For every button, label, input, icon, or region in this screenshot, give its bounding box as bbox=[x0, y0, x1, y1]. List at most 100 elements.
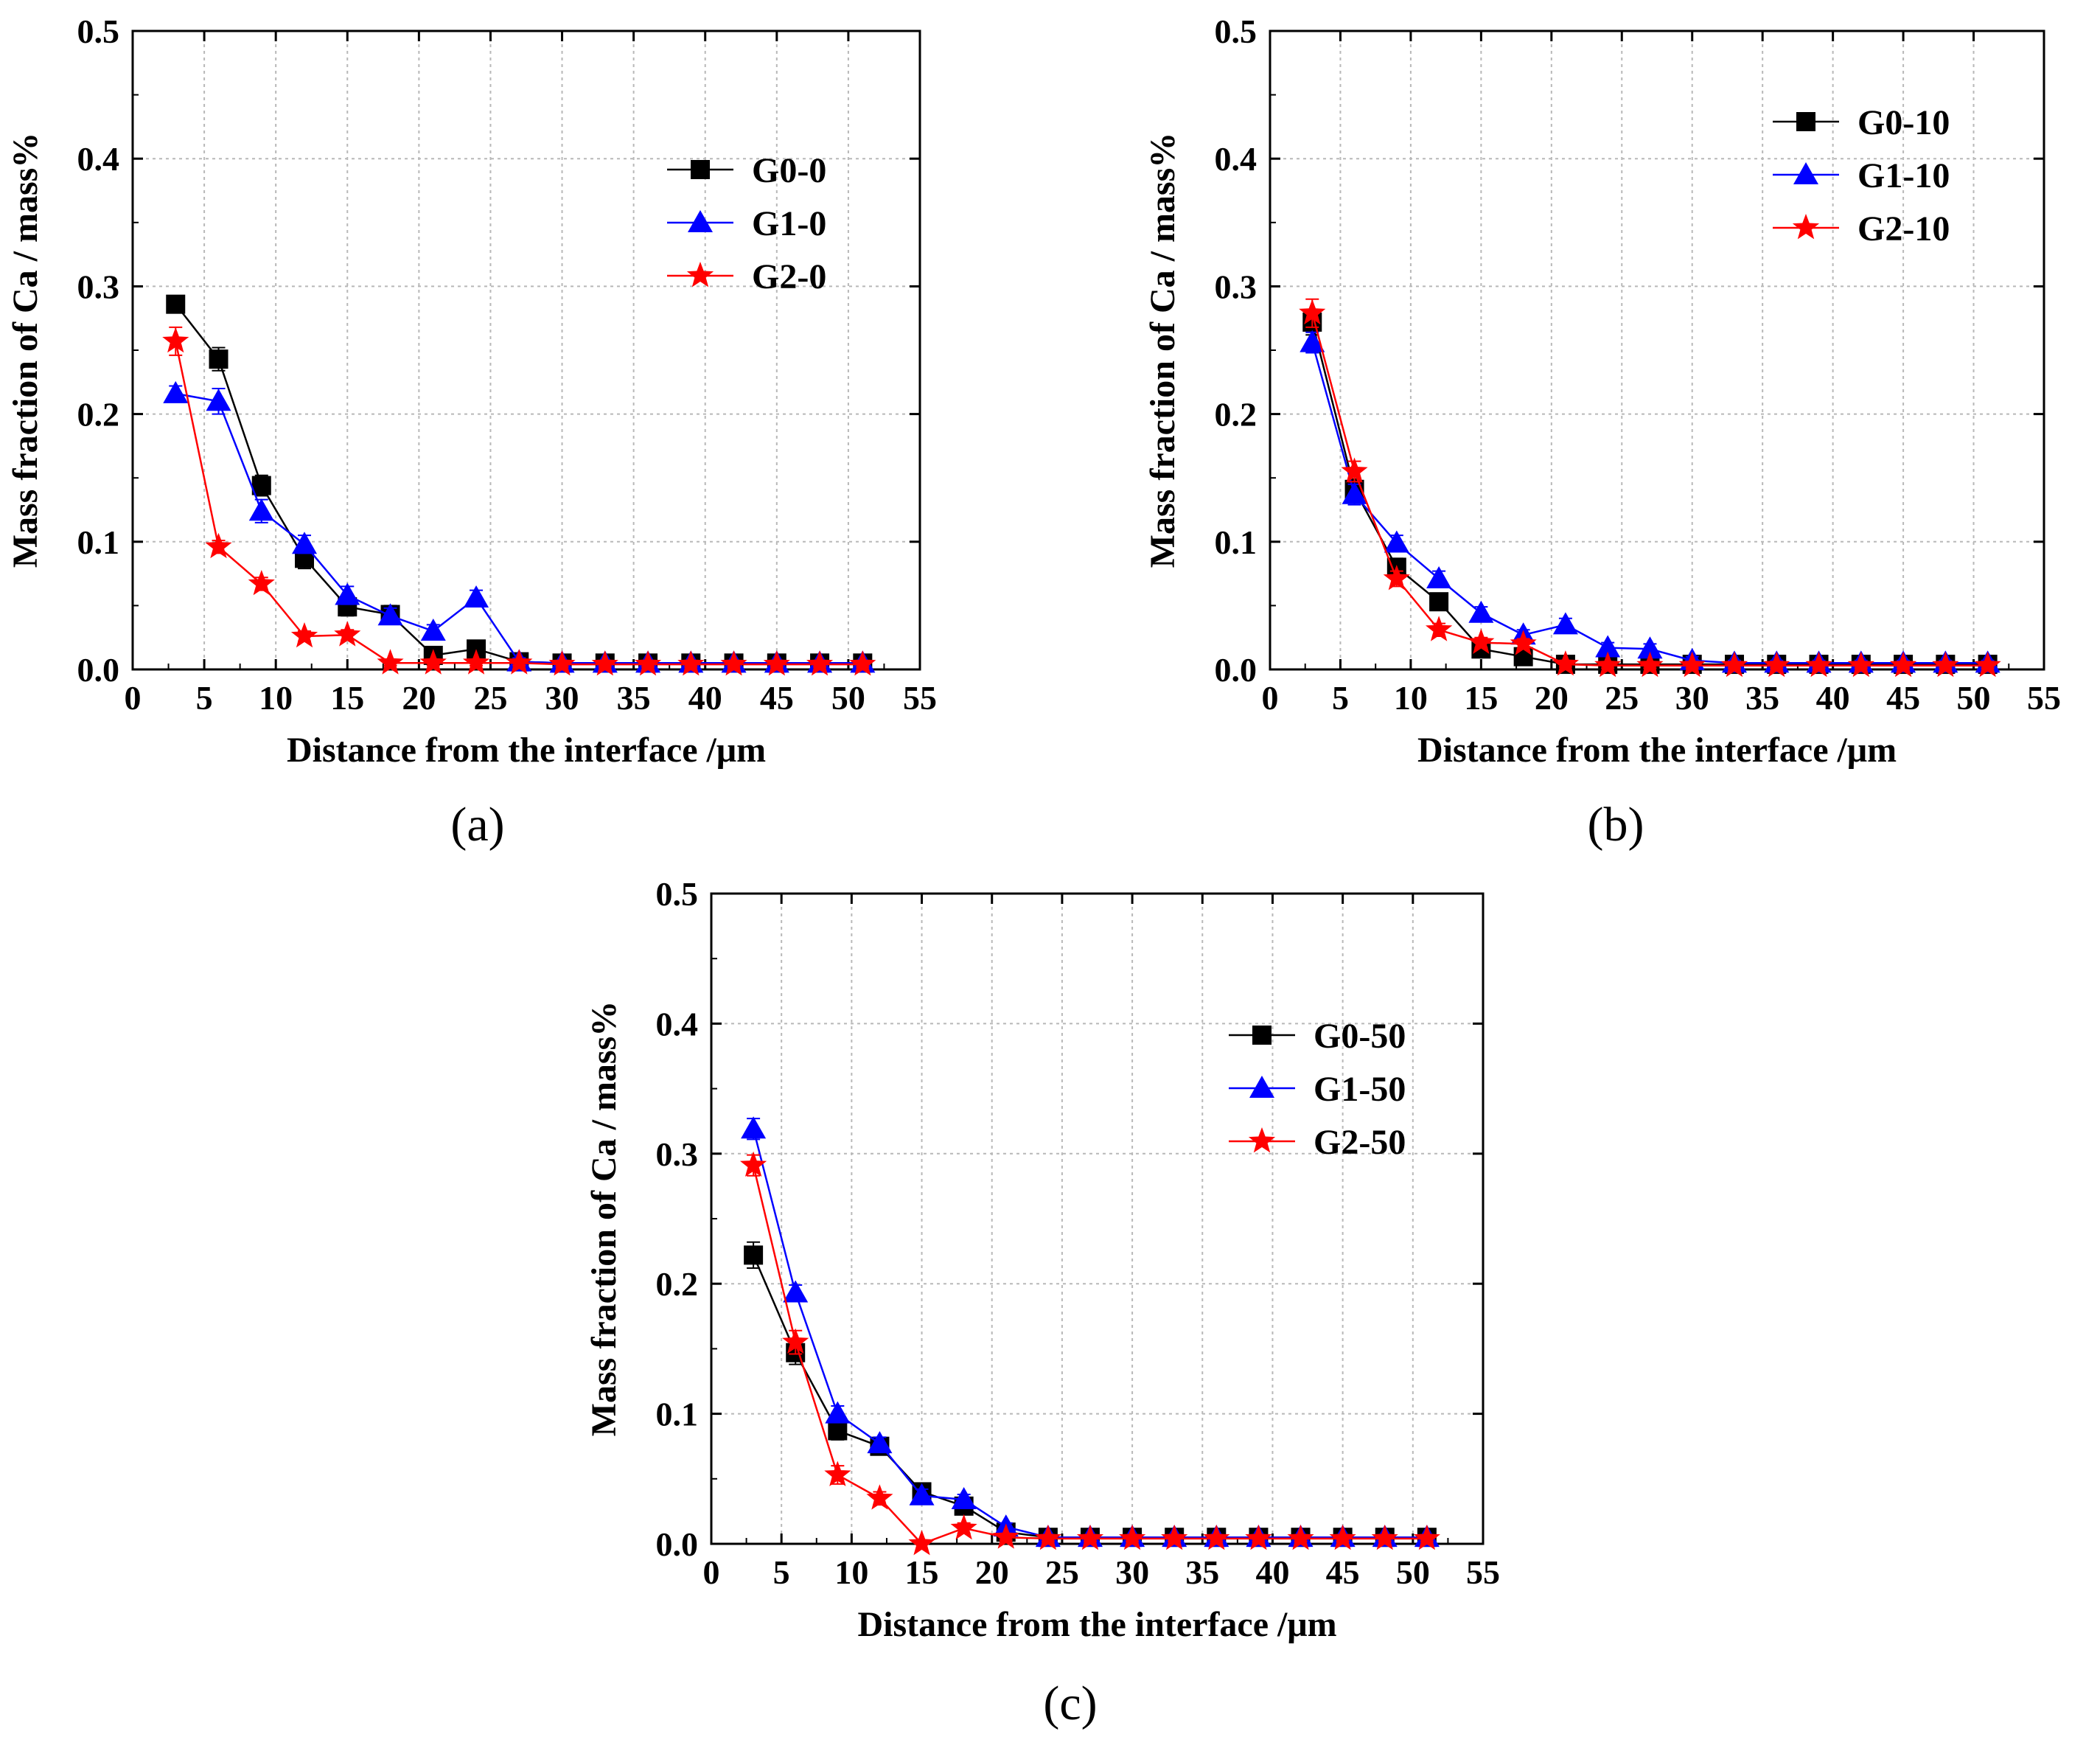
panel-label: (a) bbox=[450, 798, 504, 852]
x-tick-label: 50 bbox=[831, 679, 865, 717]
x-tick-label: 35 bbox=[1185, 1553, 1219, 1591]
legend-label: G0-0 bbox=[752, 151, 826, 190]
data-point bbox=[290, 622, 318, 648]
x-tick-label: 40 bbox=[1255, 1553, 1289, 1591]
y-tick-label: 0.2 bbox=[77, 396, 120, 434]
x-tick-label: 10 bbox=[259, 679, 293, 717]
grid bbox=[711, 894, 1483, 1544]
y-tick-label: 0.0 bbox=[77, 651, 120, 689]
data-point bbox=[1552, 650, 1579, 676]
data-point bbox=[292, 532, 318, 554]
data-point bbox=[419, 649, 447, 675]
data-point bbox=[548, 650, 576, 676]
data-point bbox=[1383, 565, 1410, 591]
x-tick-label: 15 bbox=[330, 679, 364, 717]
y-tick-label: 0.1 bbox=[77, 523, 120, 561]
data-point bbox=[1932, 651, 1959, 678]
grid bbox=[1270, 31, 2044, 669]
x-tick-label: 10 bbox=[1394, 679, 1428, 717]
x-tick-label: 0 bbox=[1262, 679, 1279, 717]
data-point bbox=[206, 389, 231, 411]
series-line bbox=[752, 1165, 1427, 1545]
legend-marker bbox=[1793, 162, 1818, 184]
x-tick-label: 25 bbox=[1045, 1553, 1079, 1591]
data-point bbox=[205, 532, 232, 559]
series-line bbox=[1311, 313, 1988, 667]
y-axis-title: Mass fraction of Ca / mass% bbox=[585, 1001, 624, 1437]
data-point bbox=[1342, 481, 1367, 504]
data-point bbox=[1595, 635, 1621, 658]
legend-label: G1-0 bbox=[752, 204, 826, 243]
y-tick-label: 0.5 bbox=[656, 875, 699, 913]
series-G0-10 bbox=[1302, 308, 1998, 675]
x-tick-label: 30 bbox=[1675, 679, 1709, 717]
series-line bbox=[752, 1128, 1427, 1539]
series-line bbox=[1311, 342, 1988, 664]
x-tick-label: 5 bbox=[1332, 679, 1349, 717]
series-G2-0 bbox=[162, 326, 876, 676]
data-point bbox=[1371, 1524, 1398, 1550]
data-point bbox=[740, 1151, 767, 1177]
x-tick-label: 35 bbox=[617, 679, 651, 717]
legend-marker bbox=[1248, 1127, 1276, 1153]
data-point bbox=[1429, 592, 1449, 612]
legend-marker bbox=[688, 210, 713, 232]
data-point bbox=[992, 1523, 1019, 1549]
x-tick-label: 0 bbox=[125, 679, 142, 717]
data-point bbox=[1119, 1524, 1146, 1550]
data-point bbox=[377, 603, 403, 626]
data-point bbox=[1245, 1524, 1272, 1550]
data-point bbox=[867, 1431, 893, 1454]
panel-label: (b) bbox=[1588, 798, 1644, 852]
data-point bbox=[1384, 530, 1409, 553]
x-tick-label: 45 bbox=[1326, 1553, 1360, 1591]
data-point bbox=[950, 1514, 977, 1540]
x-tick-label: 20 bbox=[1535, 679, 1569, 717]
legend-marker bbox=[1249, 1076, 1274, 1098]
data-point bbox=[463, 649, 490, 675]
data-point bbox=[1468, 600, 1494, 623]
legend: G0-10 G1-10 G2-10 bbox=[1773, 103, 1950, 248]
y-tick-label: 0.3 bbox=[656, 1135, 699, 1173]
legend: G0-0 G1-0 G2-0 bbox=[667, 151, 826, 296]
data-point bbox=[1720, 651, 1748, 678]
data-point bbox=[828, 1421, 848, 1441]
data-point bbox=[866, 1484, 893, 1510]
x-tick-label: 25 bbox=[1605, 679, 1639, 717]
data-point bbox=[1636, 651, 1664, 678]
data-point bbox=[677, 650, 705, 676]
legend-marker bbox=[686, 262, 714, 288]
panel-label: (c) bbox=[1043, 1677, 1097, 1730]
data-point bbox=[1678, 651, 1706, 678]
data-point bbox=[591, 650, 618, 676]
legend-label: G0-50 bbox=[1314, 1017, 1406, 1056]
x-tick-label: 40 bbox=[1816, 679, 1850, 717]
series-G1-10 bbox=[1300, 330, 2000, 673]
legend-label: G0-10 bbox=[1857, 103, 1950, 142]
x-tick-label: 0 bbox=[703, 1553, 720, 1591]
x-tick-label: 45 bbox=[760, 679, 794, 717]
data-point bbox=[163, 380, 189, 403]
data-point bbox=[1974, 651, 2001, 678]
data-point bbox=[1594, 651, 1622, 678]
panel-c: 0 5 10 15 20 25 30 35 40 45 50 55 0.0 0.1 0.2 0.3 0.4 0.5… bbox=[585, 875, 1500, 1730]
data-point bbox=[824, 1461, 851, 1486]
series-G0-0 bbox=[166, 294, 873, 673]
data-point bbox=[908, 1530, 935, 1556]
series-G2-10 bbox=[1299, 298, 2001, 678]
data-point bbox=[377, 649, 404, 675]
series-G2-50 bbox=[740, 1151, 1440, 1556]
x-tick-label: 15 bbox=[905, 1553, 939, 1591]
data-point bbox=[1329, 1524, 1356, 1550]
data-point bbox=[909, 1483, 935, 1505]
data-point bbox=[464, 585, 489, 608]
series-G1-0 bbox=[163, 380, 876, 673]
y-tick-label: 0.1 bbox=[1215, 523, 1257, 561]
legend-marker bbox=[1252, 1026, 1271, 1045]
x-tick-label: 30 bbox=[1115, 1553, 1149, 1591]
data-point bbox=[1287, 1524, 1314, 1550]
data-point bbox=[420, 619, 446, 641]
panel-b: 0 5 10 15 20 25 30 35 40 45 50 55 0.0 0.1 0.2 0.3 0.4 0.5… bbox=[1143, 13, 2061, 852]
y-tick-label: 0.0 bbox=[1215, 651, 1257, 689]
data-point bbox=[1847, 651, 1874, 678]
